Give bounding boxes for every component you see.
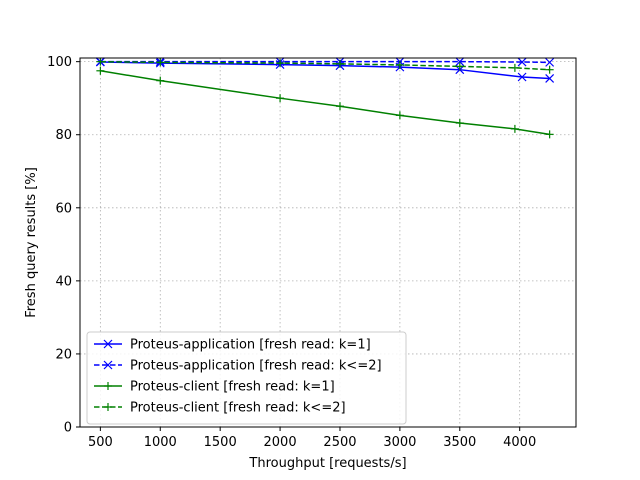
data-point [517,57,527,67]
data-point [335,59,344,68]
y-axis-label: Fresh query results [%] [24,167,39,318]
series-line [100,70,550,136]
y-tick-label: 100 [47,55,72,70]
y-tick-label: 80 [55,128,72,143]
legend-box [86,331,407,425]
data-point [276,94,285,103]
legend: Proteus-application [fresh read: k=1] Pro… [86,331,407,425]
data-point [545,57,555,67]
data-point [545,130,554,139]
x-axis: 500 1000 1500 2000 2500 3000 3500 4000 [88,427,536,450]
series-line [100,61,550,80]
data-point [455,119,464,128]
x-tick-label: 2000 [264,435,297,450]
x-tick-label: 4000 [503,435,536,450]
legend-entry-4: Proteus-client [fresh read: k<=2] [94,401,346,416]
legend-marker [103,339,113,349]
data-point [517,72,527,82]
x-tick-label: 2500 [323,435,356,450]
data-point [276,59,285,68]
series-line [100,60,550,71]
data-point [96,66,105,75]
data-point [455,62,464,71]
data-point [96,57,105,66]
y-tick-label: 20 [55,347,72,362]
data-point [395,60,404,69]
legend-entry-1: Proteus-application [fresh read: k=1] [94,338,371,353]
legend-label: Proteus-client [fresh read: k<=2] [130,401,346,416]
data-point [395,111,404,120]
series-line [100,60,550,64]
y-tick-label: 60 [55,201,72,216]
legend-entry-3: Proteus-client [fresh read: k=1] [94,380,335,395]
legend-label: Proteus-client [fresh read: k=1] [130,380,335,395]
y-tick-label: 0 [64,421,72,436]
legend-marker [104,403,112,411]
legend-label: Proteus-application [fresh read: k=1] [130,338,371,353]
data-point [510,63,519,72]
data-point [545,74,555,83]
legend-entry-2: Proteus-application [fresh read: k<=2] [94,359,382,374]
series-layer [95,57,555,139]
data-point [455,57,465,67]
x-tick-label: 1500 [204,435,237,450]
x-tick-label: 500 [88,435,113,450]
legend-label: Proteus-application [fresh read: k<=2] [130,359,382,374]
y-axis: 0 20 40 60 80 100 [47,55,80,436]
x-tick-label: 1000 [144,435,177,450]
legend-marker [103,360,113,370]
data-point [545,65,554,74]
x-tick-label: 3500 [443,435,476,450]
y-tick-label: 40 [55,274,72,289]
series-3 [96,66,554,139]
plot-area [79,57,577,428]
x-tick-label: 3000 [383,435,416,450]
data-point [510,124,519,133]
x-axis-label: Throughput [requests/s] [248,456,406,471]
data-point [156,58,165,67]
data-point [335,102,344,111]
legend-marker [104,382,112,390]
series-4 [96,57,554,74]
data-point [156,76,165,85]
